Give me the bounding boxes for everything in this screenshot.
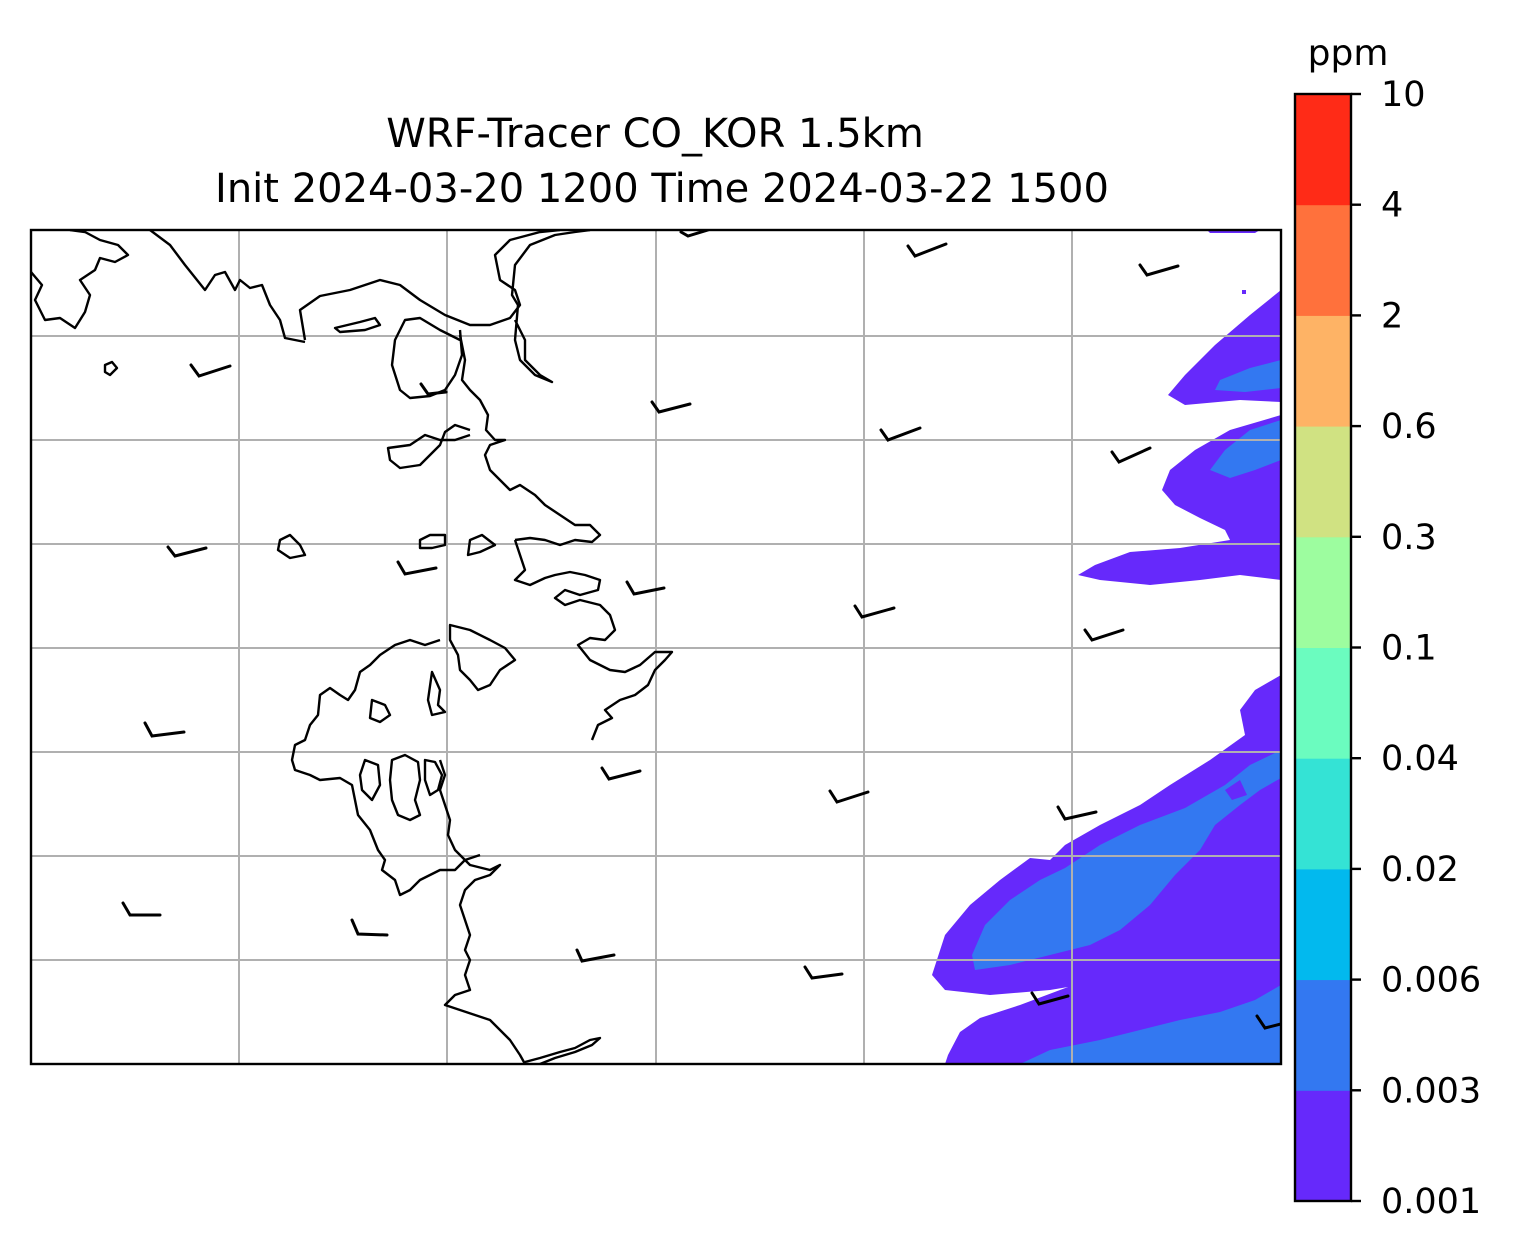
coastline-south-tip (524, 1036, 602, 1064)
colorbar-tick-label: 0.001 (1381, 1182, 1481, 1222)
island-inner-5 (368, 698, 392, 724)
coastline-northwest (31, 230, 306, 344)
shading-hole-lower (1225, 780, 1247, 800)
wind-barb (396, 560, 438, 576)
wind-barb (575, 948, 616, 963)
island-cluster-3 (276, 533, 307, 560)
colorbar-tick-label: 0.3 (1381, 518, 1437, 558)
shading-patch-dot (1242, 290, 1246, 294)
colorbar-segment (1295, 1090, 1351, 1202)
wind-barb (189, 363, 232, 378)
wind-barb (828, 789, 870, 804)
wind-barb (906, 242, 948, 258)
colorbar-segment (1295, 647, 1351, 759)
wind-barbs (121, 230, 1281, 1030)
colorbar-segment (1295, 426, 1351, 538)
colorbar-tick-label: 2 (1381, 296, 1403, 336)
wind-barb (1255, 1014, 1281, 1030)
wind-barb (143, 721, 186, 738)
shading-level-0.003-lower2 (1020, 985, 1281, 1064)
island-inner-2 (423, 758, 444, 797)
colorbar-segment (1295, 94, 1351, 206)
shading-level-0.001-upper (1078, 290, 1281, 585)
colorbar-tick-label: 0.02 (1381, 850, 1459, 890)
wind-barb (853, 604, 896, 619)
colorbar: ppm 0.001 0.003 0.006 0.02 0.04 0.1 0.3 0.6 2 4 10 (1293, 33, 1481, 1222)
island-cluster-2 (466, 533, 497, 557)
wind-barb (600, 766, 642, 781)
colorbar-segment (1295, 758, 1351, 870)
wind-barb (679, 230, 710, 238)
coastline-main-2 (386, 423, 471, 470)
colorbar-tick-label: 0.6 (1381, 407, 1437, 447)
wind-barb (419, 382, 448, 396)
map-title-line1: WRF-Tracer CO_KOR 1.5km (386, 111, 924, 157)
wind-barb (1138, 263, 1180, 277)
colorbar-segment (1295, 979, 1351, 1091)
island-small-1 (333, 316, 382, 334)
wind-barb (1110, 446, 1152, 464)
coastline-main-3 (513, 539, 674, 741)
wind-barb (1083, 628, 1125, 642)
colorbar-tick-label: 0.1 (1381, 629, 1437, 669)
island-small-west (103, 360, 119, 377)
colorbar-tick-label: 4 (1381, 186, 1403, 226)
wind-barb (350, 918, 389, 937)
coastline-main-4 (290, 638, 481, 897)
wind-barb (803, 965, 844, 980)
coastline-bay (390, 316, 464, 400)
coastline-main-1 (458, 334, 602, 547)
island-inner-4 (426, 670, 447, 717)
map-title-line2: Init 2024-03-20 1200 Time 2024-03-22 150… (215, 166, 1109, 212)
island-cluster-1 (418, 533, 447, 550)
colorbar-segment (1295, 315, 1351, 427)
wind-barb (625, 580, 666, 596)
coastline-inlet (510, 230, 591, 384)
colorbar-tick-label: 10 (1381, 75, 1426, 115)
island-inner-1 (388, 753, 422, 822)
wind-barb (650, 400, 692, 414)
coastlines (31, 230, 674, 1064)
coastline-peninsula (298, 230, 561, 341)
gridlines (31, 230, 1281, 1064)
colorbar-tick-label: 0.04 (1381, 739, 1459, 779)
wind-barb (879, 426, 922, 442)
colorbar-segment (1295, 204, 1351, 316)
colorbar-unit: ppm (1308, 33, 1389, 74)
colorbar-segment (1295, 536, 1351, 648)
coastline-southwest-islands (448, 623, 517, 692)
colorbar-tick-label: 0.006 (1381, 961, 1481, 1001)
map-panel (29, 228, 1283, 1066)
wind-barb (166, 545, 208, 558)
wind-barb (1030, 991, 1070, 1006)
colorbar-segment (1295, 868, 1351, 981)
map-frame (29, 228, 1283, 1066)
wind-barb (1056, 805, 1098, 821)
co-concentration-shading (932, 230, 1281, 1064)
shading-level-0.003-upper (1215, 360, 1281, 392)
shading-level-0.003-upper2 (1210, 420, 1281, 478)
shading-level-0.003-lower (972, 750, 1281, 970)
colorbar-tick-label: 0.003 (1381, 1071, 1481, 1111)
coastline-main-5 (438, 759, 527, 1064)
island-inner-3 (358, 758, 382, 802)
wind-barb (121, 901, 162, 917)
